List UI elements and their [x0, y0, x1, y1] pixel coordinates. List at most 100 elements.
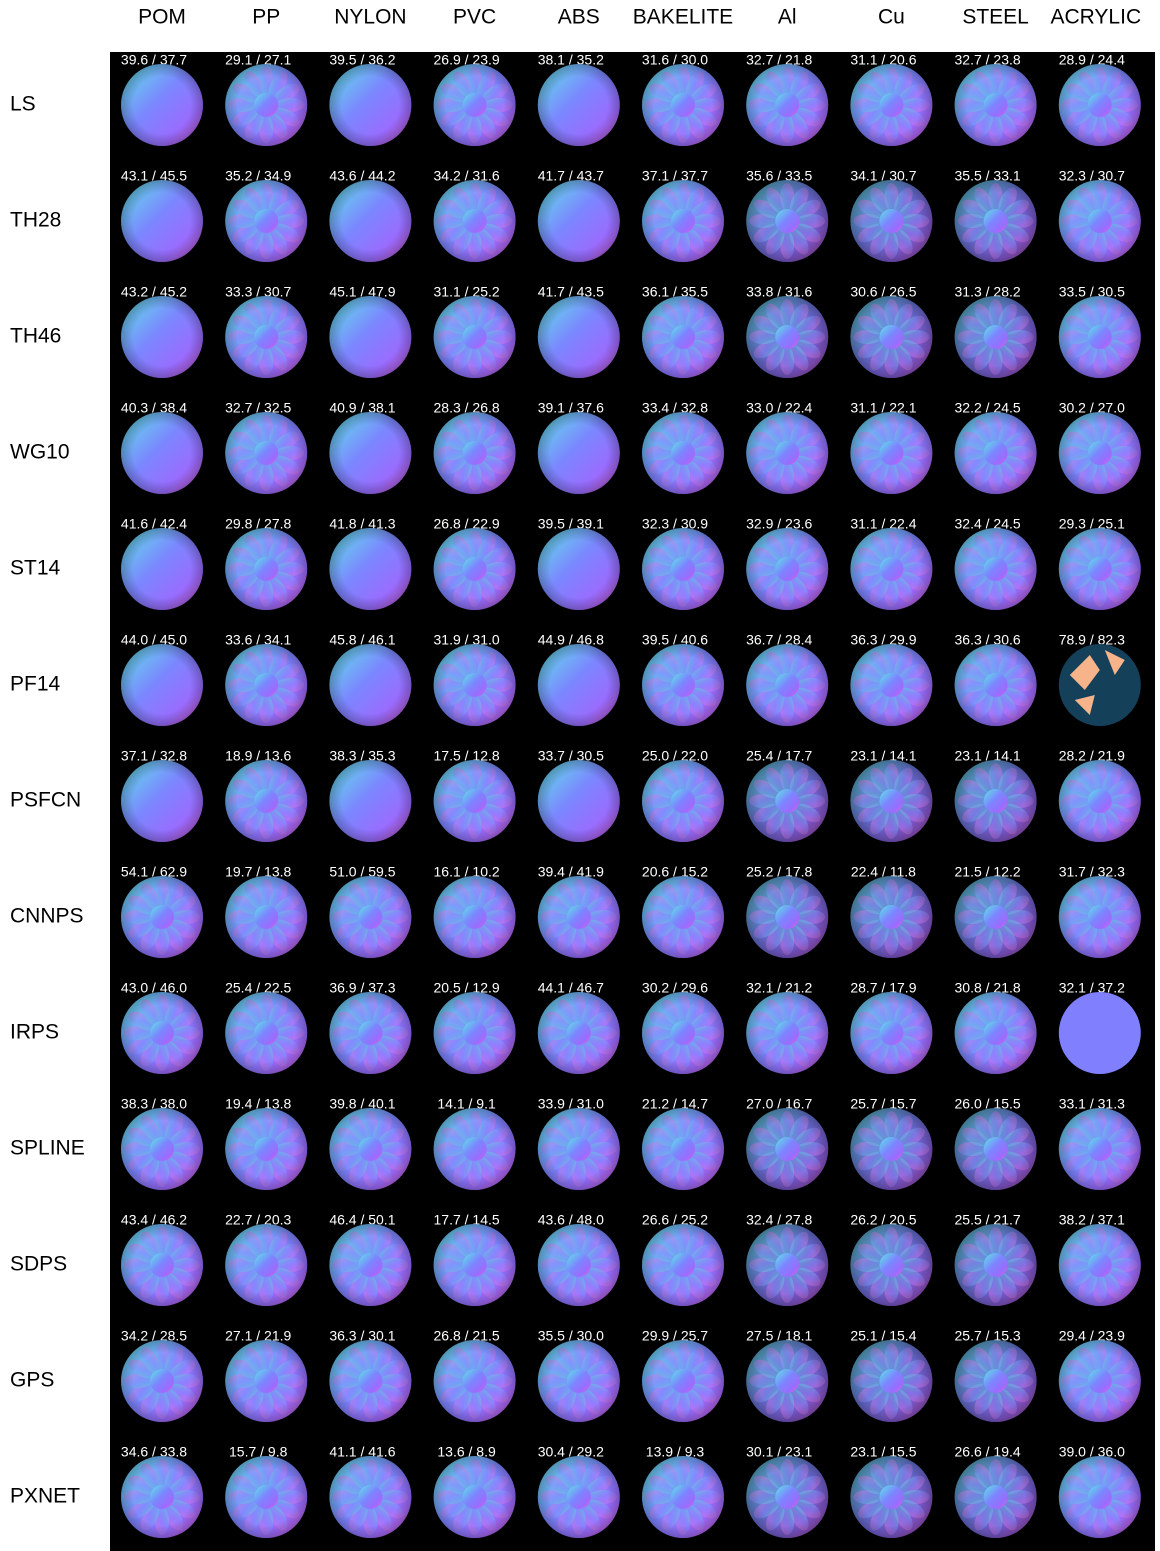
disc-shade: [329, 760, 411, 842]
disc-shade: [746, 1340, 828, 1422]
disc: [1059, 992, 1141, 1074]
column-header: Cu: [878, 6, 905, 29]
disc-shade: [121, 528, 203, 610]
normal-map: [329, 644, 411, 726]
disc-shade: [850, 1340, 932, 1422]
disc-shade: [1059, 528, 1141, 610]
column-header: NYLON: [334, 6, 406, 29]
disc-shade: [746, 528, 828, 610]
disc-shade: [955, 64, 1037, 146]
normal-map: [434, 412, 516, 494]
normal-map: [746, 296, 828, 378]
normal-map: [1059, 1340, 1141, 1422]
normal-map: [329, 412, 411, 494]
normal-map: [121, 760, 203, 842]
row-label: PSFCN: [10, 789, 81, 812]
row-label: LS: [10, 93, 36, 116]
row-label: SPLINE: [10, 1137, 85, 1160]
disc-shade: [329, 296, 411, 378]
normal-map: [850, 180, 932, 262]
normal-map: [538, 644, 620, 726]
normal-map: [538, 180, 620, 262]
normal-map: [642, 644, 724, 726]
normal-map: [955, 412, 1037, 494]
disc-shade: [121, 1456, 203, 1538]
normal-map: [955, 876, 1037, 958]
normal-map: [955, 644, 1037, 726]
normal-map: [434, 1224, 516, 1306]
normal-map: [642, 992, 724, 1074]
disc-shade: [121, 1340, 203, 1422]
disc-shade: [434, 876, 516, 958]
page: {"columns": ["POM", "PP", "NYLON", "PVC"…: [0, 0, 1160, 1551]
disc-shade: [850, 180, 932, 262]
disc-shade: [225, 1108, 307, 1190]
disc-shade: [121, 1224, 203, 1306]
normal-map: [642, 1456, 724, 1538]
disc-shade: [121, 644, 203, 726]
row-label: TH46: [10, 325, 61, 348]
disc-shade: [955, 296, 1037, 378]
normal-map: [850, 760, 932, 842]
disc-shade: [746, 412, 828, 494]
normal-map: [121, 180, 203, 262]
disc-shade: [121, 412, 203, 494]
disc-shade: [434, 528, 516, 610]
normal-map: [746, 1224, 828, 1306]
column-header: PP: [252, 6, 280, 29]
normal-map: [121, 528, 203, 610]
disc-shade: [329, 1456, 411, 1538]
disc-shade: [538, 876, 620, 958]
normal-map: [538, 760, 620, 842]
disc-shade: [434, 412, 516, 494]
normal-map: [850, 1224, 932, 1306]
normal-map: [955, 64, 1037, 146]
normal-map: [1059, 412, 1141, 494]
normal-map: [746, 412, 828, 494]
normal-map: [1059, 1224, 1141, 1306]
disc-shade: [538, 296, 620, 378]
normal-map: [642, 760, 724, 842]
normal-map: [955, 760, 1037, 842]
disc-shade: [1059, 1224, 1141, 1306]
normal-map: [434, 1456, 516, 1538]
disc-shade: [121, 1108, 203, 1190]
disc-shade: [746, 180, 828, 262]
disc-shade: [642, 1108, 724, 1190]
disc-shade: [746, 876, 828, 958]
disc-shade: [850, 1108, 932, 1190]
normal-map: [955, 1456, 1037, 1538]
normal-map: [225, 64, 307, 146]
figure: POMPPNYLONPVCABSBAKELITEAlCuSTEELACRYLIC…: [0, 0, 1160, 1551]
disc-shade: [434, 296, 516, 378]
disc-shade: [642, 760, 724, 842]
normal-map: [121, 1108, 203, 1190]
row-label: TH28: [10, 209, 61, 232]
normal-map: [225, 644, 307, 726]
disc-shade: [642, 1340, 724, 1422]
normal-map: [850, 296, 932, 378]
normal-map: [538, 1340, 620, 1422]
normal-map: [329, 1340, 411, 1422]
normal-map: [642, 296, 724, 378]
normal-map: [538, 296, 620, 378]
normal-map: [1059, 760, 1141, 842]
normal-map: [225, 296, 307, 378]
disc-shade: [538, 1456, 620, 1538]
disc-shade: [955, 760, 1037, 842]
disc-shade: [642, 528, 724, 610]
disc-shade: [225, 992, 307, 1074]
normal-map: [329, 180, 411, 262]
disc-shade: [538, 760, 620, 842]
disc-shade: [434, 180, 516, 262]
row-label: CNNPS: [10, 905, 84, 928]
disc-shade: [538, 64, 620, 146]
disc-shade: [1059, 1456, 1141, 1538]
disc-shade: [225, 1224, 307, 1306]
normal-map: [329, 64, 411, 146]
disc-shade: [434, 644, 516, 726]
normal-map: [538, 992, 620, 1074]
normal-map: [225, 1456, 307, 1538]
disc-shade: [538, 180, 620, 262]
disc-shade: [434, 64, 516, 146]
